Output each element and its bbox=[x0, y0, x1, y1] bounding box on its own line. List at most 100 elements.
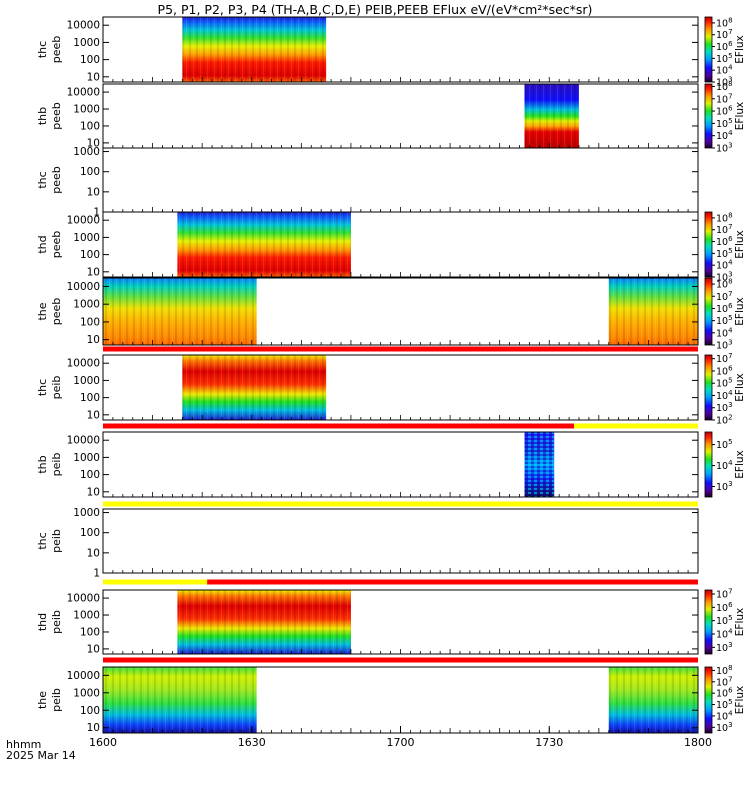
y-tick-label-thb-peeb-3: 10 bbox=[87, 137, 100, 149]
mode-bar-segment-4-0 bbox=[103, 657, 698, 663]
panel-thd-peib: 10000 1000 100 10 thd peib 107106105104103EFlu… bbox=[36, 588, 746, 656]
panel-label-probe-thc-peib: thc bbox=[36, 379, 49, 396]
y-tick-label-the-peeb-0: 10000 bbox=[67, 281, 100, 293]
mode-bar-segment-1-1 bbox=[574, 423, 698, 429]
panel-label-probe-thc-peeb-empty: thc bbox=[36, 171, 49, 188]
mode-bar-segment-3-0 bbox=[103, 579, 208, 585]
y-tick-label-thb-peeb-1: 1000 bbox=[73, 104, 100, 116]
y-tick-label-thd-peeb-2: 100 bbox=[80, 249, 100, 261]
y-tick-label-thd-peib-1: 1000 bbox=[73, 610, 100, 622]
y-tick-label-thd-peeb-1: 1000 bbox=[73, 232, 100, 244]
y-tick-label-thd-peeb-3: 10 bbox=[87, 266, 100, 278]
mode-bar-1 bbox=[103, 423, 698, 429]
colorbar-thc-peeb bbox=[704, 16, 713, 83]
spectrogram-texture-the-peeb-0 bbox=[103, 278, 257, 345]
colorbar-tick-label-thc-peib-4: 103 bbox=[716, 401, 733, 414]
colorbar-tick-label-thb-peib-1: 104 bbox=[716, 459, 733, 472]
chart-title: P5, P1, P2, P3, P4 (TH-A,B,C,D,E) PEIB,P… bbox=[158, 2, 593, 17]
x-tick-label-0: 1600 bbox=[89, 736, 117, 749]
spectrogram-texture-the-peib-1 bbox=[608, 667, 698, 733]
panel-label-product-thc-peib-empty: peib bbox=[50, 529, 63, 553]
colorbar-label-thd-peib: EFlux bbox=[734, 608, 746, 636]
colorbar-label-the-peib: EFlux bbox=[734, 686, 746, 714]
panel-label-product-the-peeb: peeb bbox=[50, 298, 63, 326]
panel-label-probe-the-peeb: the bbox=[36, 302, 49, 320]
x-axis-label-units: hhmm bbox=[6, 738, 41, 751]
colorbar-tick-label-thb-peib-2: 103 bbox=[716, 480, 733, 493]
mode-bar-4 bbox=[103, 657, 698, 663]
mode-bar-segment-2-0 bbox=[103, 501, 698, 507]
panel-label-probe-thc-peeb: thc bbox=[36, 41, 49, 58]
colorbar-label-the-peeb: EFlux bbox=[734, 297, 746, 325]
y-tick-label-thc-peib-empty-0: 1000 bbox=[73, 507, 100, 519]
panel-label-product-thc-peeb-empty: peeb bbox=[50, 166, 63, 194]
panel-label-probe-the-peib: the bbox=[36, 691, 49, 709]
colorbar-label-thd-peeb: EFlux bbox=[734, 230, 746, 258]
y-tick-label-thc-peib-empty-2: 10 bbox=[87, 547, 100, 559]
panel-frame-thc-peib-empty bbox=[102, 508, 699, 574]
y-tick-label-the-peib-2: 100 bbox=[80, 705, 100, 717]
y-tick-label-thd-peib-0: 10000 bbox=[67, 593, 100, 605]
x-tick-label-3: 1730 bbox=[535, 736, 563, 749]
panel-label-probe-thc-peib-empty: thc bbox=[36, 532, 49, 549]
colorbar-thd-peib bbox=[704, 589, 713, 655]
y-tick-label-thb-peib-1: 1000 bbox=[73, 452, 100, 464]
colorbar-label-thb-peib: EFlux bbox=[734, 450, 746, 478]
colorbar-tick-label-thb-peib-0: 105 bbox=[716, 438, 733, 451]
y-tick-label-thc-peib-1: 1000 bbox=[73, 375, 100, 387]
y-tick-label-thb-peib-0: 10000 bbox=[67, 435, 100, 447]
panel-thc-peib-empty: 1000 100 10 1 thc peib bbox=[36, 507, 699, 580]
mode-bar-3 bbox=[103, 579, 698, 585]
panel-label-product-thd-peeb: peeb bbox=[50, 231, 63, 259]
panel-label-probe-thd-peib: thd bbox=[36, 613, 49, 631]
y-tick-label-thc-peeb-0: 10000 bbox=[67, 20, 100, 32]
colorbar-label-thb-peeb: EFlux bbox=[734, 102, 746, 130]
colorbar-tick-label-the-peib-5: 103 bbox=[716, 721, 733, 734]
colorbar-tick-label-thb-peeb-5: 103 bbox=[716, 142, 733, 155]
y-tick-label-thc-peeb-empty-1: 100 bbox=[80, 166, 100, 178]
panel-frame-thb-peeb bbox=[102, 83, 699, 149]
colorbar-tick-label-thb-peeb-2: 106 bbox=[716, 105, 733, 118]
y-tick-label-the-peeb-2: 100 bbox=[80, 316, 100, 328]
colorbar-thb-peeb bbox=[704, 83, 713, 149]
panel-thc-peib: 10000 1000 100 10 thc peib 107106105104103102E… bbox=[36, 352, 746, 426]
colorbar-tick-label-thc-peib-1: 106 bbox=[716, 364, 733, 377]
colorbar-tick-label-thd-peib-0: 107 bbox=[716, 588, 733, 601]
colorbar-tick-label-thb-peeb-4: 104 bbox=[716, 129, 733, 142]
spectrogram-texture-the-peib-0 bbox=[103, 667, 257, 733]
colorbar-thb-peib bbox=[704, 431, 713, 498]
colorbar-tick-label-thb-peeb-1: 107 bbox=[716, 92, 733, 105]
y-tick-label-the-peib-0: 10000 bbox=[67, 670, 100, 682]
y-tick-label-the-peib-3: 10 bbox=[87, 722, 100, 734]
spectrogram-texture-thc-peib-0 bbox=[182, 355, 327, 420]
y-tick-label-the-peeb-1: 1000 bbox=[73, 299, 100, 311]
spectrogram-texture-thd-peib-0 bbox=[177, 590, 351, 654]
colorbar-thc-peib bbox=[704, 354, 713, 421]
y-tick-label-thd-peeb-0: 10000 bbox=[67, 215, 100, 227]
mode-bar-segment-1-0 bbox=[103, 423, 575, 429]
spectrogram-texture-thc-peeb-0 bbox=[182, 17, 327, 82]
y-tick-label-thc-peib-3: 10 bbox=[87, 409, 100, 421]
y-tick-label-thb-peeb-0: 10000 bbox=[67, 87, 100, 99]
y-tick-label-the-peeb-3: 10 bbox=[87, 334, 100, 346]
y-tick-label-thc-peeb-empty-0: 1000 bbox=[73, 146, 100, 158]
panel-label-product-thb-peeb: peeb bbox=[50, 102, 63, 130]
colorbar-tick-label-the-peeb-5: 103 bbox=[716, 339, 733, 352]
y-tick-label-thc-peib-0: 10000 bbox=[67, 358, 100, 370]
panel-label-product-thd-peib: peib bbox=[50, 610, 63, 634]
y-tick-label-thc-peeb-2: 100 bbox=[80, 54, 100, 66]
spectrogram-texture-the-peeb-1 bbox=[608, 278, 698, 345]
panel-label-product-thc-peeb: peeb bbox=[50, 36, 63, 64]
spectrogram-texture-thb-peib-0 bbox=[524, 432, 555, 497]
x-tick-label-4: 1800 bbox=[684, 736, 712, 749]
spectrogram-texture-thb-peeb-0 bbox=[524, 84, 579, 148]
mode-bar-2 bbox=[103, 501, 698, 507]
panel-thc-peeb-empty: 1000 100 10 1 thc peeb bbox=[36, 146, 699, 219]
colorbar-tick-label-the-peeb-1: 107 bbox=[716, 290, 733, 303]
x-axis-label-date: 2025 Mar 14 bbox=[6, 749, 76, 762]
